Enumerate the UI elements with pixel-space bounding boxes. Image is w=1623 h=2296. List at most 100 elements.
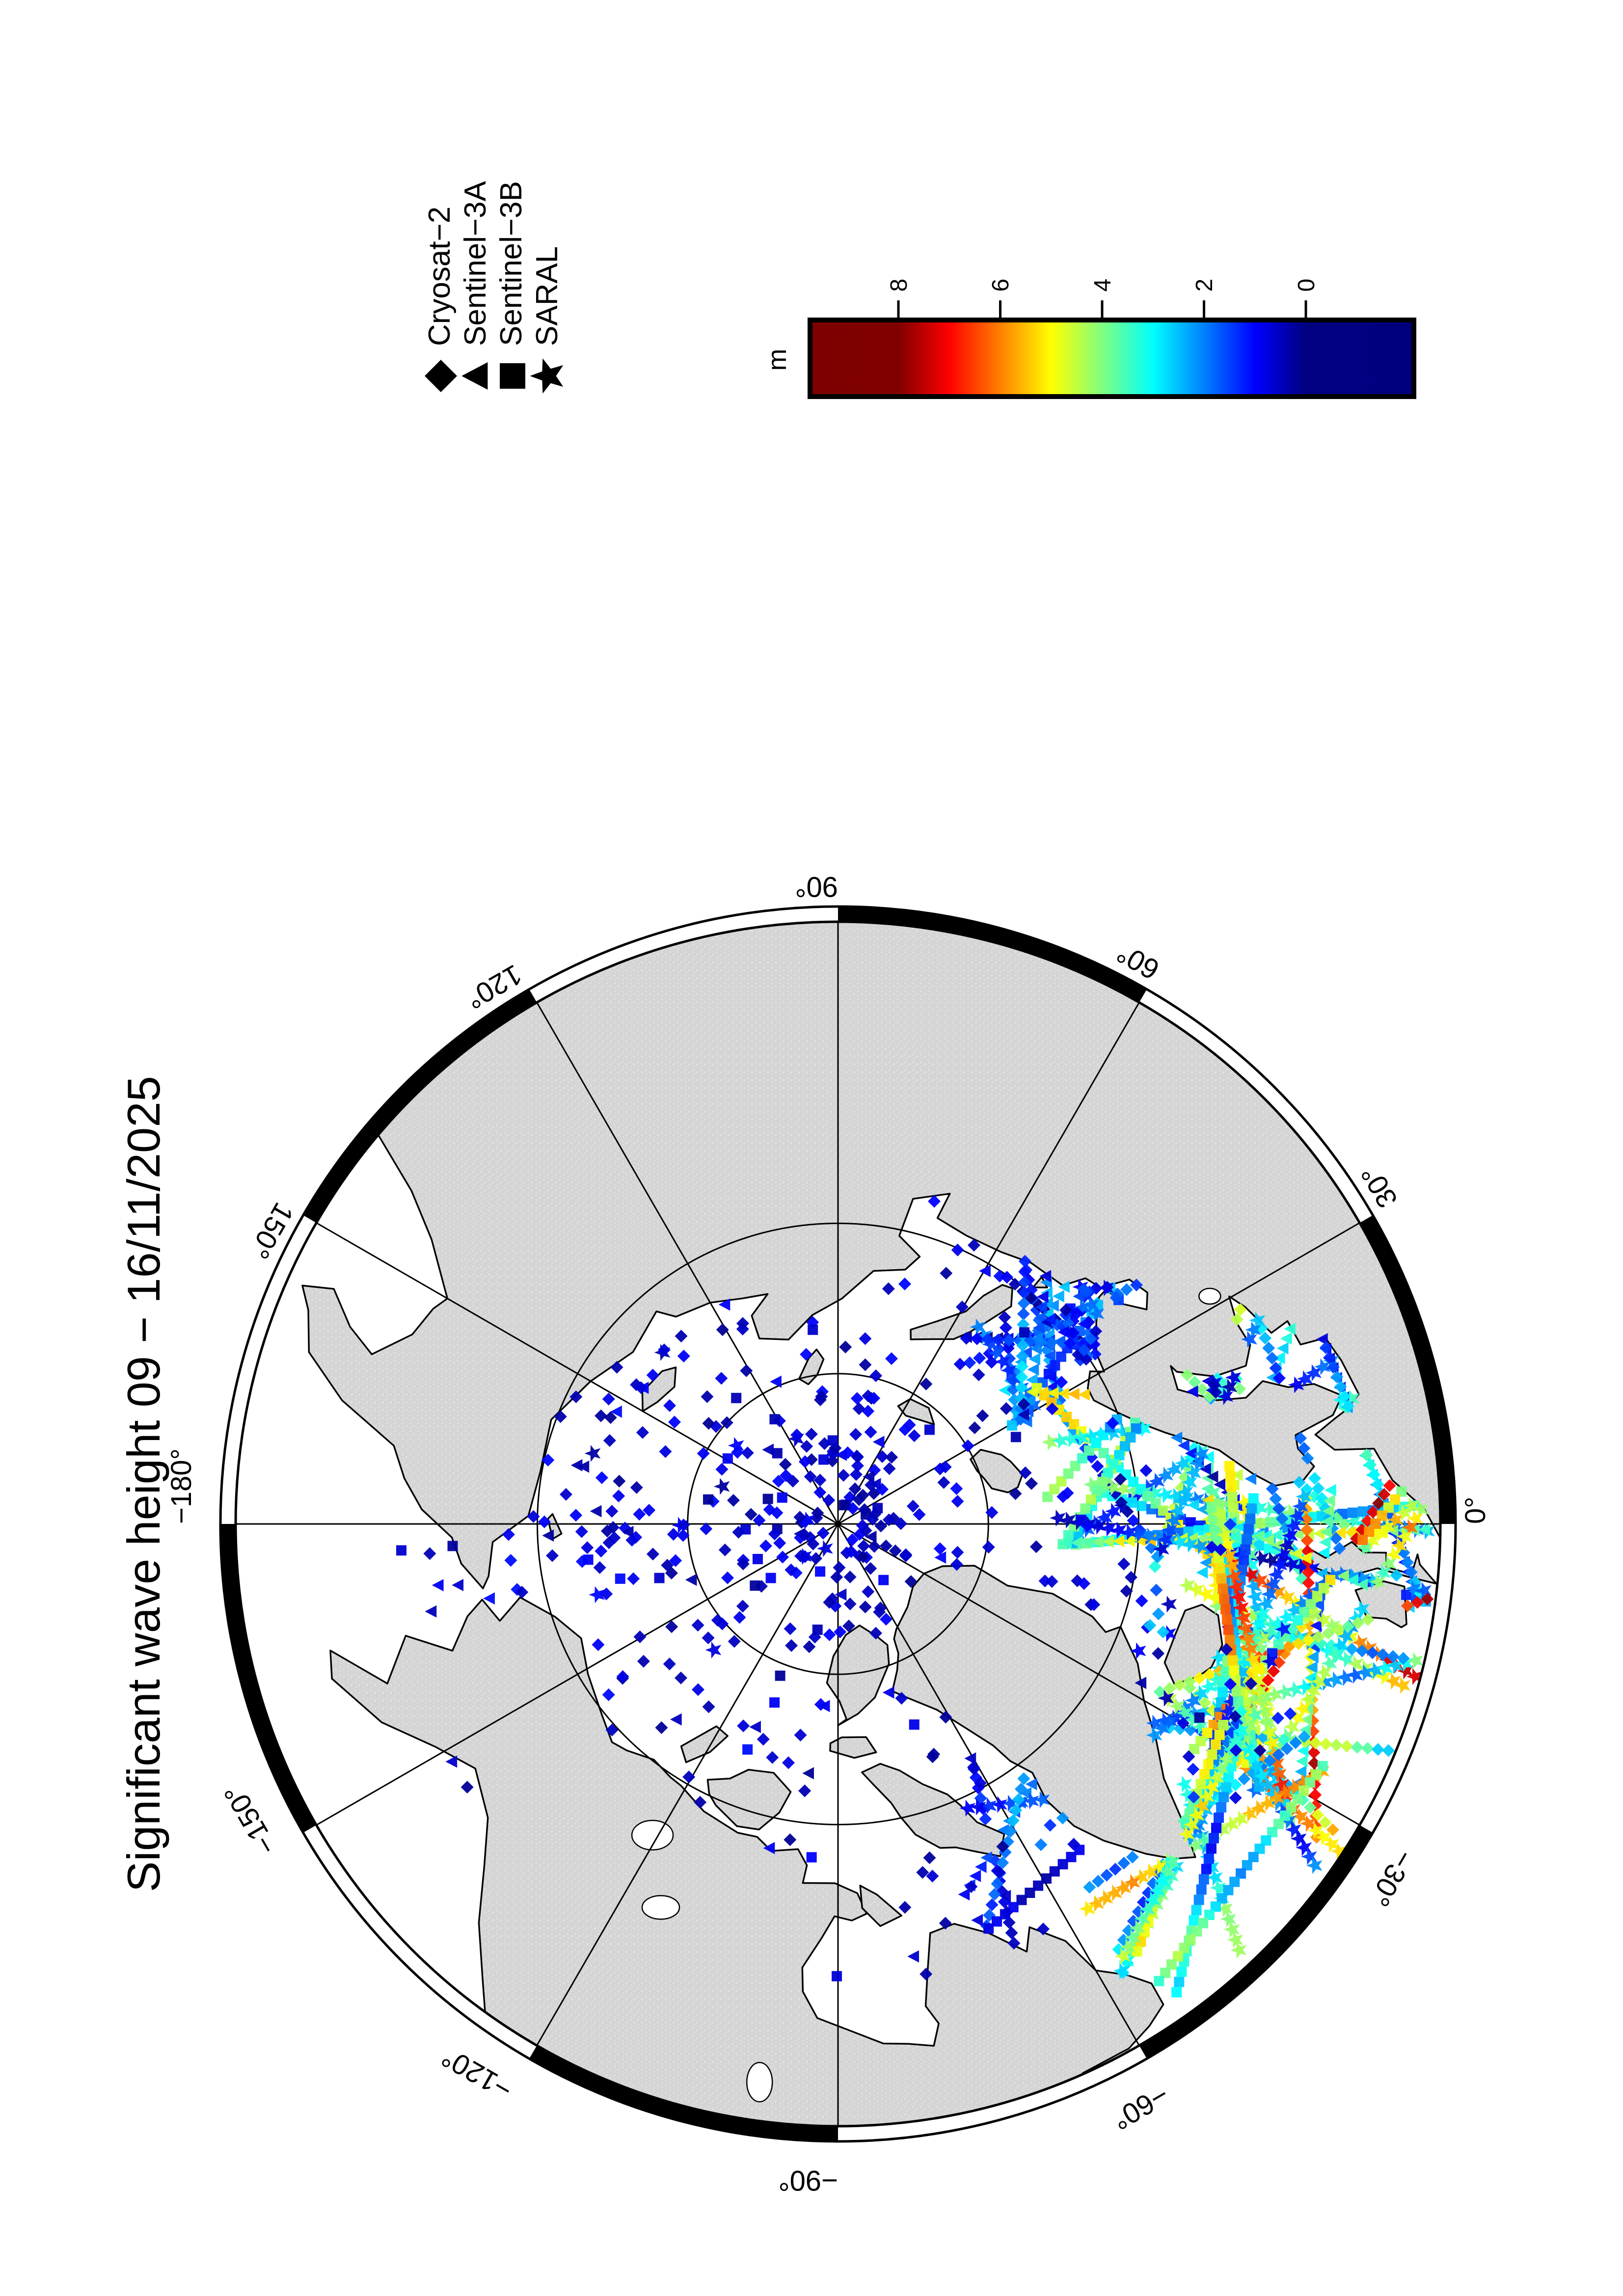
data-point — [1253, 1529, 1265, 1542]
data-point — [1282, 1503, 1299, 1521]
data-point — [1174, 1976, 1185, 1987]
data-point — [1421, 1592, 1434, 1605]
data-point — [1390, 1494, 1401, 1505]
data-point — [627, 1572, 640, 1585]
data-point — [1269, 1794, 1286, 1812]
data-point — [604, 1411, 617, 1424]
data-point — [1315, 1611, 1332, 1629]
data-point — [1242, 1546, 1258, 1563]
data-point — [1112, 1535, 1125, 1548]
data-point — [590, 1505, 602, 1518]
data-point — [1157, 1531, 1173, 1548]
data-point — [1229, 1744, 1243, 1757]
data-point — [1244, 1607, 1261, 1625]
data-point — [1372, 1496, 1385, 1510]
data-point — [1119, 1938, 1136, 1955]
data-point — [1115, 1879, 1132, 1896]
data-point — [872, 1436, 885, 1448]
data-point — [1335, 1511, 1351, 1528]
data-point — [1211, 1505, 1228, 1522]
data-point — [1055, 1336, 1069, 1350]
data-point — [1041, 1873, 1052, 1884]
data-point — [727, 1494, 740, 1507]
data-point — [1415, 1582, 1432, 1599]
data-point — [1033, 1791, 1050, 1808]
data-point — [1305, 1364, 1322, 1382]
data-point — [1232, 1599, 1249, 1616]
data-point — [740, 1364, 753, 1377]
data-point — [752, 1554, 763, 1565]
data-point — [1244, 1677, 1258, 1690]
data-point — [869, 1478, 881, 1491]
data-point — [1091, 1536, 1104, 1548]
data-point — [736, 1317, 749, 1330]
data-point — [1262, 1534, 1274, 1547]
data-point — [844, 1545, 858, 1558]
data-point — [1106, 1884, 1122, 1901]
data-point — [1366, 1505, 1380, 1519]
data-point — [425, 1605, 437, 1618]
data-point — [1002, 1334, 1016, 1347]
data-point — [1066, 1852, 1077, 1863]
data-point — [852, 1493, 866, 1506]
data-point — [996, 1840, 1009, 1853]
data-point — [1385, 1546, 1402, 1563]
data-point — [1276, 1683, 1293, 1701]
data-point — [1181, 1368, 1194, 1382]
data-point — [1016, 1339, 1029, 1352]
data-point — [1299, 1815, 1316, 1832]
data-point — [655, 1721, 668, 1735]
data-point — [1228, 1710, 1242, 1723]
data-point — [1210, 1879, 1226, 1896]
data-point — [1018, 1276, 1031, 1289]
data-point — [1377, 1510, 1387, 1521]
diamond-icon — [425, 360, 457, 392]
data-point — [1178, 1825, 1195, 1843]
data-point — [1104, 1424, 1120, 1442]
data-point — [1347, 1666, 1363, 1684]
data-point — [610, 1405, 622, 1418]
data-point — [1326, 1671, 1343, 1688]
data-point — [612, 1490, 625, 1503]
data-point — [885, 1352, 898, 1365]
data-point — [1028, 1353, 1041, 1365]
data-point — [1208, 1833, 1219, 1843]
data-point — [1228, 1732, 1244, 1749]
data-point — [742, 1744, 753, 1755]
data-point — [1269, 1492, 1282, 1505]
data-point — [762, 1494, 773, 1504]
data-point — [889, 1544, 902, 1557]
data-point — [1279, 1589, 1295, 1606]
data-point — [1027, 1363, 1039, 1376]
frame-black-segment — [1360, 1215, 1455, 1524]
data-point — [1325, 1484, 1336, 1496]
data-point — [1125, 1432, 1136, 1443]
data-point — [955, 1300, 969, 1313]
data-point — [1025, 1778, 1037, 1790]
data-point — [879, 1539, 893, 1552]
data-point — [1057, 1326, 1069, 1338]
data-point — [1206, 1869, 1223, 1886]
data-point — [933, 1462, 947, 1475]
data-point — [1231, 1468, 1243, 1481]
data-point — [1197, 1585, 1214, 1602]
lon-radial — [317, 1223, 839, 1525]
data-point — [983, 1923, 994, 1934]
data-point — [1216, 1573, 1227, 1584]
data-point — [575, 1525, 588, 1538]
data-point — [1261, 1501, 1278, 1518]
data-point — [803, 1640, 816, 1654]
data-point — [988, 1888, 1001, 1901]
data-point — [849, 1468, 863, 1481]
data-point — [1272, 1736, 1289, 1754]
data-point — [1250, 1800, 1267, 1817]
data-point — [665, 1567, 678, 1580]
data-point — [1079, 1900, 1095, 1918]
data-point — [1402, 1519, 1418, 1536]
data-point — [731, 1446, 744, 1459]
coastline-north_america — [315, 1596, 1164, 2125]
data-point — [839, 1500, 849, 1511]
data-point — [1229, 1876, 1240, 1887]
data-point — [993, 1866, 1006, 1879]
data-point — [608, 1531, 621, 1545]
